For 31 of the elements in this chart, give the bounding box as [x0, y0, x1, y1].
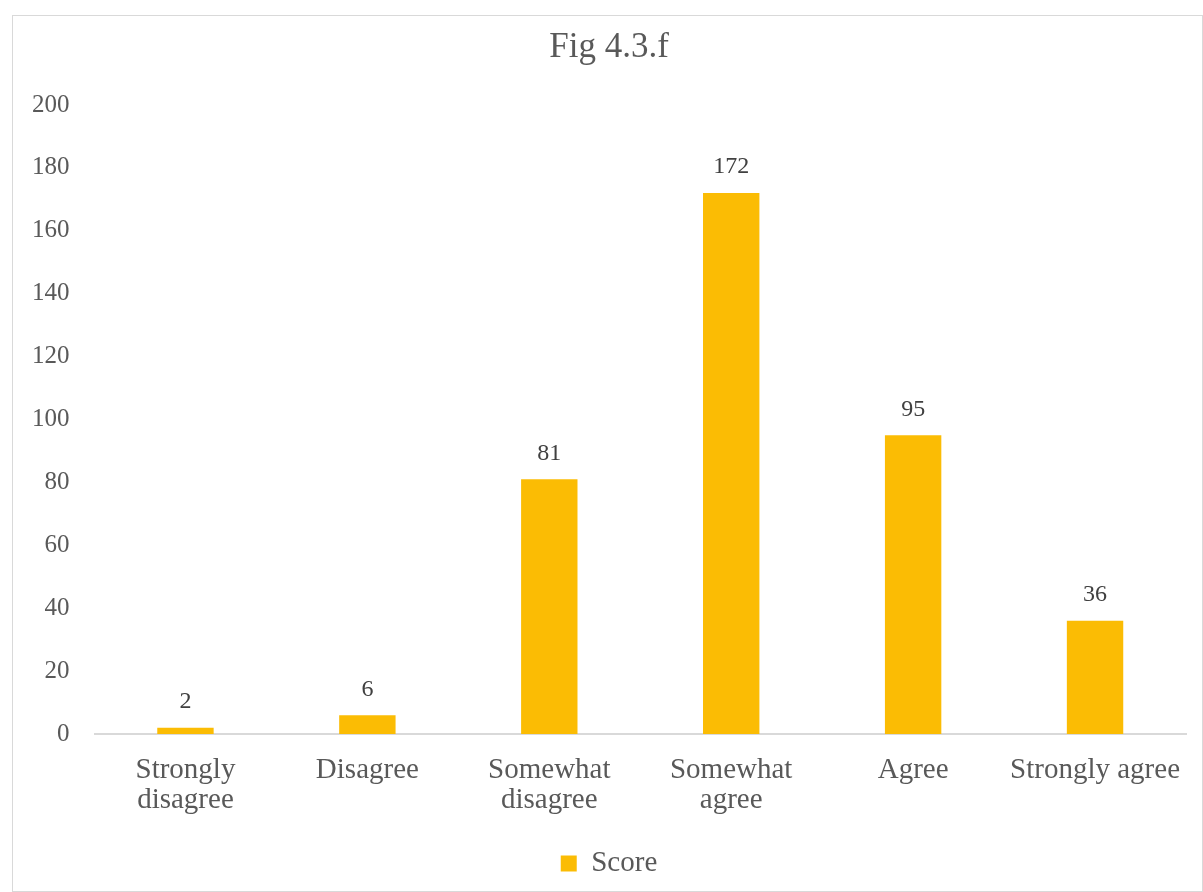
data-label: 95: [901, 394, 926, 421]
data-label: 81: [537, 438, 562, 465]
x-tick-label: Strongly disagree: [135, 751, 236, 815]
x-tick-label: Disagree: [315, 751, 419, 784]
y-tick-label: 20: [44, 655, 70, 683]
bar: [884, 435, 942, 735]
y-tick-label: 160: [32, 215, 70, 243]
bar: [521, 479, 578, 735]
legend-label: Score: [591, 845, 658, 878]
data-label: 172: [713, 152, 750, 179]
data-label: 36: [1083, 580, 1108, 607]
x-tick-label: Somewhat agree: [669, 751, 793, 815]
data-label: 2: [179, 687, 192, 714]
y-tick-label: 80: [44, 467, 70, 495]
bar: [703, 193, 760, 735]
y-tick-label: 200: [32, 89, 70, 117]
y-tick-label: 120: [32, 341, 70, 369]
x-tick-label: Strongly agree: [1010, 751, 1180, 784]
y-tick-label: 60: [44, 529, 70, 557]
x-tick-label: Agree: [877, 751, 949, 784]
bar: [339, 715, 396, 735]
y-tick-label: 40: [44, 592, 70, 620]
y-tick-label: 0: [57, 718, 70, 746]
data-label: 6: [361, 674, 374, 701]
chart-title: Fig 4.3.f: [549, 26, 670, 66]
x-tick-label: Somewhat disagree: [488, 751, 611, 815]
bar: [157, 727, 214, 735]
y-tick-label: 140: [32, 278, 70, 306]
y-tick-label: 180: [32, 152, 70, 180]
y-tick-label: 100: [32, 404, 70, 432]
bar: [1066, 620, 1124, 735]
